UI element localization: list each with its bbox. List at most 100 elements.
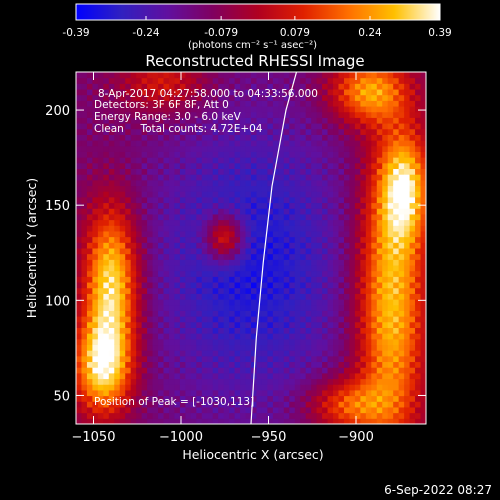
heatmap-cell: [190, 333, 197, 340]
heatmap-cell: [409, 282, 416, 289]
heatmap-cell: [196, 151, 203, 158]
heatmap-cell: [92, 123, 99, 130]
heatmap-cell: [404, 151, 411, 158]
heatmap-cell: [322, 384, 329, 391]
heatmap-cell: [92, 248, 99, 255]
heatmap-cell: [316, 191, 323, 198]
heatmap-cell: [179, 344, 186, 351]
heatmap-cell: [141, 248, 148, 255]
heatmap-cell: [108, 276, 115, 283]
heatmap-cell: [371, 230, 378, 238]
heatmap-cell: [147, 406, 154, 414]
heatmap-cell: [207, 338, 214, 346]
heatmap-cell: [130, 185, 137, 192]
heatmap-cell: [86, 372, 93, 380]
heatmap-cell: [218, 196, 225, 204]
heatmap-cell: [108, 367, 115, 374]
heatmap-cell: [141, 242, 148, 249]
heatmap-cell: [163, 162, 170, 170]
heatmap-cell: [393, 293, 400, 300]
heatmap-cell: [234, 94, 241, 101]
heatmap-cell: [398, 89, 405, 96]
heatmap-cell: [223, 83, 230, 90]
heatmap-cell: [283, 117, 290, 124]
heatmap-cell: [415, 219, 422, 226]
heatmap-cell: [338, 140, 345, 147]
heatmap-cell: [311, 282, 318, 289]
heatmap-cell: [272, 111, 279, 118]
heatmap-cell: [245, 276, 252, 283]
heatmap-cell: [119, 270, 126, 277]
heatmap-cell: [327, 316, 334, 323]
y-tick-label: 200: [45, 104, 70, 119]
heatmap-cell: [311, 83, 318, 90]
heatmap-cell: [371, 276, 378, 283]
heatmap-cell: [376, 389, 383, 397]
heatmap-cell: [371, 389, 378, 397]
heatmap-cell: [251, 265, 257, 272]
heatmap-cell: [196, 293, 203, 300]
heatmap-cell: [201, 361, 208, 368]
heatmap-cell: [114, 253, 121, 260]
heatmap-cell: [141, 196, 148, 204]
heatmap-cell: [97, 83, 104, 90]
heatmap-cell: [141, 134, 148, 141]
heatmap-cell: [103, 418, 110, 425]
heatmap-cell: [316, 83, 323, 90]
heatmap-cell: [229, 89, 236, 96]
heatmap-cell: [398, 389, 405, 397]
heatmap-cell: [398, 321, 405, 328]
heatmap-cell: [163, 412, 170, 419]
heatmap-cell: [327, 412, 334, 419]
heatmap-cell: [261, 219, 268, 226]
heatmap-cell: [415, 384, 422, 391]
heatmap-cell: [409, 248, 416, 255]
heatmap-cell: [81, 316, 88, 323]
heatmap-cell: [283, 304, 290, 311]
heatmap-cell: [179, 316, 186, 323]
heatmap-cell: [387, 338, 394, 346]
heatmap-cell: [354, 299, 361, 306]
heatmap-cell: [108, 179, 115, 187]
heatmap-cell: [261, 196, 268, 204]
heatmap-cell: [382, 361, 389, 368]
heatmap-cell: [415, 321, 422, 328]
heatmap-cell: [294, 401, 301, 408]
heatmap-cell: [283, 208, 290, 215]
heatmap-cell: [207, 106, 214, 113]
heatmap-cell: [300, 94, 307, 101]
heatmap-cell: [130, 157, 137, 164]
heatmap-cell: [283, 253, 290, 260]
heatmap-cell: [125, 128, 132, 135]
heatmap-cell: [92, 94, 99, 101]
heatmap-cell: [278, 208, 285, 215]
heatmap-cell: [393, 304, 400, 311]
heatmap-cell: [163, 384, 170, 391]
heatmap-cell: [398, 327, 405, 334]
heatmap-cell: [376, 236, 383, 243]
heatmap-cell: [272, 276, 279, 283]
heatmap-cell: [168, 196, 175, 204]
heatmap-cell: [136, 372, 143, 380]
heatmap-cell: [147, 134, 154, 141]
heatmap-cell: [398, 106, 405, 113]
heatmap-cell: [152, 253, 159, 260]
heatmap-cell: [136, 265, 143, 272]
heatmap-cell: [294, 208, 301, 215]
heatmap-cell: [338, 310, 345, 317]
heatmap-cell: [360, 299, 367, 306]
heatmap-cell: [409, 304, 416, 311]
heatmap-cell: [261, 355, 268, 363]
heatmap-cell: [354, 355, 361, 363]
heatmap-cell: [163, 83, 170, 90]
heatmap-cell: [147, 225, 154, 232]
heatmap-cell: [147, 185, 154, 192]
heatmap-cell: [327, 168, 334, 175]
heatmap-cell: [409, 265, 416, 272]
heatmap-cell: [311, 230, 318, 238]
heatmap-cell: [398, 282, 405, 289]
heatmap-cell: [147, 162, 154, 170]
heatmap-cell: [136, 219, 143, 226]
heatmap-cell: [86, 327, 93, 334]
heatmap-cell: [382, 355, 389, 363]
